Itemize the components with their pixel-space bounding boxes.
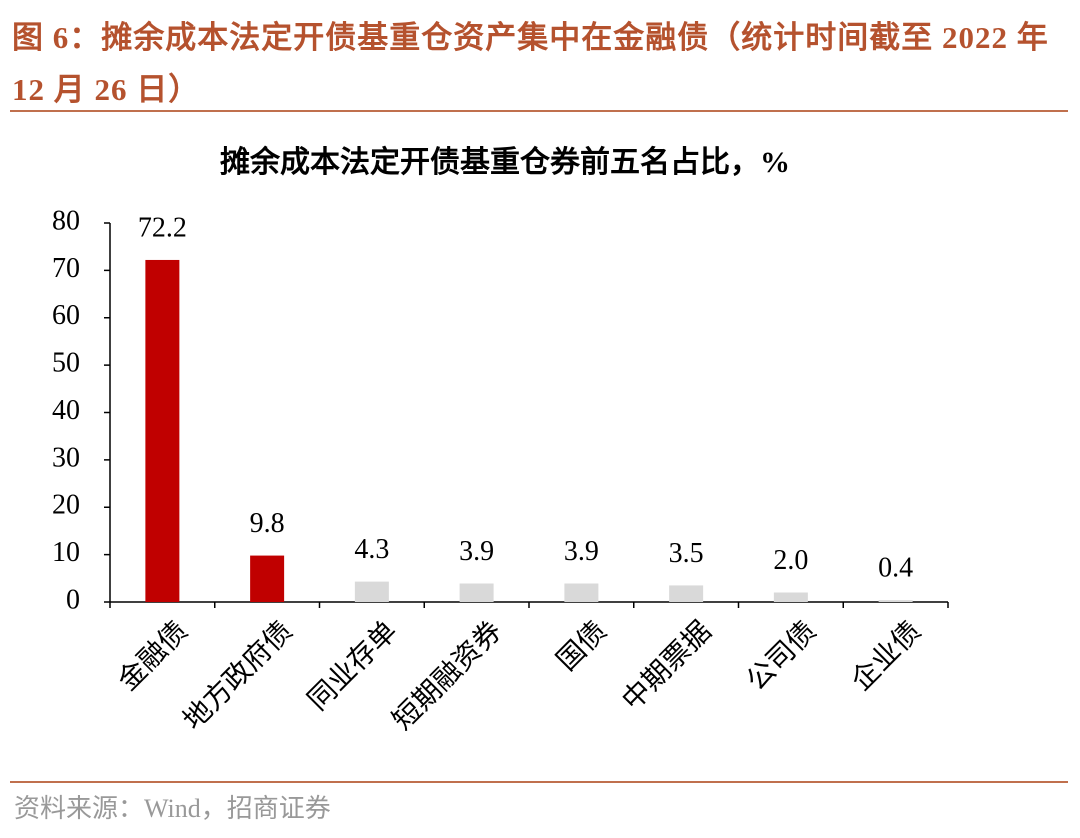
- y-tick-label: 70: [52, 253, 80, 284]
- x-tick-label: 国债: [551, 615, 613, 677]
- x-tick-label: 同业存单: [302, 615, 404, 717]
- figure-caption: 图 6：摊余成本法定开债基重仓资产集中在金融债（统计时间截至 2022 年 12…: [12, 20, 1049, 107]
- top-rule: [10, 110, 1068, 112]
- bar: [564, 583, 599, 602]
- chart-title: 摊余成本法定开债基重仓券前五名占比，%: [220, 145, 790, 179]
- y-tick-label: 60: [52, 300, 80, 331]
- bar: [145, 259, 180, 602]
- x-tick-label: 金融债: [112, 615, 194, 697]
- x-tick-label: 地方政府债: [177, 615, 299, 737]
- x-tick-label: 短期融资券: [386, 615, 508, 737]
- bar: [773, 592, 808, 602]
- y-tick-label: 80: [52, 205, 80, 236]
- x-tick-label: 企业债: [845, 615, 927, 697]
- bar: [669, 585, 704, 602]
- bottom-rule: [10, 781, 1068, 783]
- data-label: 0.4: [878, 553, 913, 584]
- bar: [878, 600, 913, 602]
- y-tick-label: 0: [66, 584, 80, 615]
- bar: [459, 583, 494, 602]
- chart: 摊余成本法定开债基重仓券前五名占比，% 0 10 20 30 40 50 60 70 80 金融债…: [52, 145, 949, 737]
- x-tick-label: 中期票据: [616, 615, 718, 717]
- y-tick-label: 50: [52, 348, 80, 379]
- data-label: 3.9: [564, 536, 599, 567]
- y-tick-label: 40: [52, 395, 80, 426]
- source-note: 资料来源：Wind，招商证券: [14, 794, 331, 823]
- data-label: 4.3: [354, 534, 389, 565]
- y-tick-label: 20: [52, 490, 80, 521]
- data-label: 9.8: [250, 508, 285, 539]
- data-label: 72.2: [138, 212, 187, 243]
- bar: [354, 581, 389, 602]
- data-label: 3.9: [459, 536, 494, 567]
- data-label: 2.0: [773, 545, 808, 576]
- y-tick-label: 10: [52, 537, 80, 568]
- bar: [250, 555, 285, 602]
- y-tick-label: 30: [52, 442, 80, 473]
- x-tick-label: 公司债: [740, 615, 822, 697]
- data-label: 3.5: [669, 538, 704, 569]
